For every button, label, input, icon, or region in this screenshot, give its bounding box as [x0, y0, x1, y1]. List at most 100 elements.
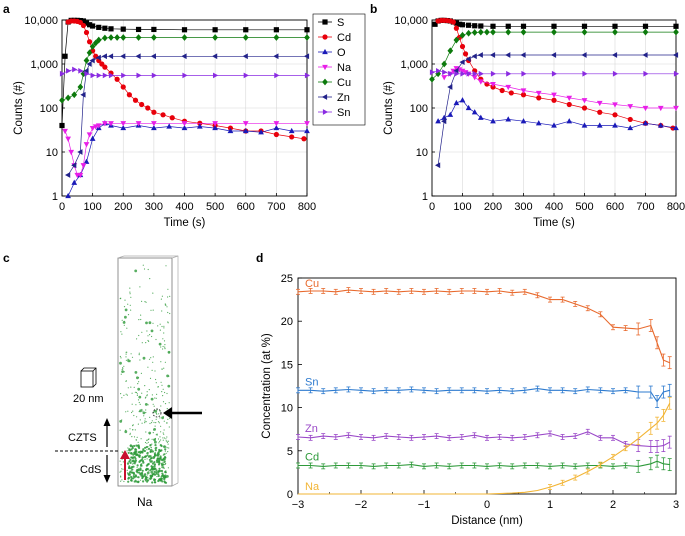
atom-point	[162, 348, 164, 350]
atom-point	[126, 450, 128, 452]
series-cd: Cd	[296, 451, 672, 473]
series-na: Na	[298, 396, 672, 495]
atom-point-dense	[137, 476, 140, 479]
data-point-cd	[508, 90, 514, 96]
atom-point	[148, 438, 150, 440]
atom-point	[133, 436, 136, 438]
atom-point	[146, 442, 148, 444]
atom-point	[138, 319, 140, 321]
data-point-sn	[213, 72, 219, 79]
atom-point	[147, 366, 149, 368]
data-point-na	[77, 172, 84, 179]
atom-point	[166, 392, 168, 395]
atom-point	[150, 447, 152, 449]
x-tick-label: 1	[547, 499, 553, 511]
atom-point-dense	[162, 474, 166, 478]
atom-point	[125, 393, 127, 395]
recon-box-edge	[171, 255, 179, 259]
series-o	[435, 97, 679, 131]
atom-point	[127, 314, 130, 316]
atom-point	[119, 420, 123, 423]
atom-point	[157, 438, 160, 440]
atom-point	[134, 391, 136, 393]
data-point-cu	[65, 94, 71, 102]
data-point-o	[471, 109, 478, 115]
atom-point-dense	[154, 449, 157, 452]
atom-point	[160, 346, 162, 348]
atom-point-dense	[129, 470, 132, 473]
data-point-cd	[114, 76, 120, 82]
chart-d: −3 −2 −1 0 1 2 3 0 5 10 15 20 25 Distance (nm) Concent…	[261, 273, 679, 527]
data-point-cu	[551, 28, 557, 36]
data-point-zn	[520, 52, 526, 58]
data-point-s	[612, 23, 618, 29]
data-point-zn	[441, 118, 447, 125]
atom-point	[144, 385, 146, 387]
data-point-zn	[80, 91, 86, 98]
atom-point	[121, 319, 123, 321]
atom-point	[132, 410, 134, 412]
atom-point	[123, 394, 125, 396]
atom-point	[164, 450, 166, 452]
atom-point	[130, 296, 132, 298]
chart-b: 0 100 200 300 400 500 600 700 800 1 10 100 1,000 10,0…	[383, 15, 685, 229]
atom-point	[129, 291, 131, 293]
data-point-o	[490, 118, 496, 124]
atom-point	[145, 409, 147, 411]
atom-point	[129, 432, 131, 434]
atom-point	[140, 318, 142, 321]
atom-point-dense	[141, 473, 144, 476]
atom-point	[127, 303, 129, 305]
atom-point	[134, 429, 136, 431]
atom-point	[168, 402, 170, 404]
data-point-cd	[289, 134, 295, 140]
data-point-cu	[490, 28, 496, 36]
data-point-cd	[520, 92, 527, 98]
atom-point	[154, 370, 156, 372]
atom-point-dense	[162, 466, 165, 469]
plot-frame	[297, 277, 677, 495]
atom-point-dense	[147, 455, 151, 458]
data-point-na	[212, 121, 218, 127]
atom-point-dense	[156, 452, 159, 455]
atom-point	[125, 359, 127, 361]
data-point-na	[95, 123, 102, 129]
atom-point	[139, 359, 141, 361]
data-point-sn	[108, 72, 115, 79]
atom-point	[129, 433, 131, 436]
y-tick-label: 100	[410, 103, 428, 115]
atom-point	[157, 325, 159, 327]
atom-point	[120, 480, 122, 482]
data-point-o	[477, 114, 484, 120]
atom-point-dense	[151, 462, 155, 465]
data-point-zn	[303, 53, 310, 60]
data-point-sn	[442, 69, 448, 76]
atom-point	[127, 387, 129, 389]
x-tick-label: 0	[484, 499, 490, 511]
atom-point	[166, 441, 168, 443]
scale-cube-icon	[80, 367, 97, 388]
atom-point	[158, 342, 162, 346]
x-axis-label: Time (s)	[164, 217, 206, 229]
series-cu	[59, 34, 310, 104]
atom-point	[153, 438, 155, 441]
atom-point-dense	[143, 455, 147, 459]
series-label-na: Na	[305, 481, 320, 493]
data-point-o	[581, 122, 588, 128]
na-label: Na	[137, 495, 153, 509]
data-point-s	[80, 18, 87, 24]
data-point-sn	[84, 70, 90, 77]
atom-point-dense	[163, 456, 167, 459]
atom-point-dense	[154, 481, 157, 484]
cluster-arrow-head	[163, 407, 172, 419]
data-point-o	[596, 122, 603, 128]
data-point-sn	[448, 70, 454, 77]
atom-point-dense	[135, 480, 138, 483]
atom-point	[139, 286, 141, 288]
atom-point	[164, 303, 166, 305]
atom-point-dense	[153, 478, 157, 481]
atom-point-dense	[141, 451, 144, 454]
atom-point	[141, 331, 143, 333]
atom-point-dense	[133, 444, 136, 448]
atom-point	[139, 403, 141, 405]
